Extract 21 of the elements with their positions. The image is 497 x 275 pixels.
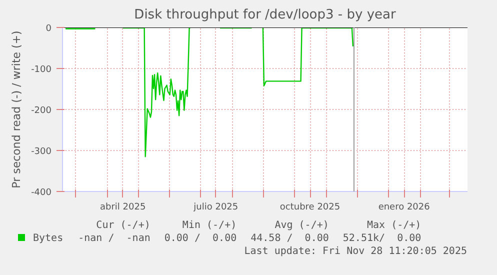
text: Max (-/+) [366, 220, 422, 232]
y-tick-label: -100 [31, 65, 52, 75]
y-axis-title: Pr second read (-) / write (+) [10, 30, 24, 188]
x-tick-label: julio 2025 [192, 202, 238, 212]
text: Min (-/+) [181, 220, 237, 232]
y-tick-label: -400 [31, 188, 52, 198]
text: Last update: Fri Nov 28 11:20:05 2025 [243, 246, 468, 258]
text: -nan / -nan [77, 232, 150, 246]
x-tick-label: octubre 2025 [280, 202, 340, 212]
y-tick-label: -200 [31, 106, 52, 116]
y-tick-label: -300 [31, 147, 52, 157]
text: 44.58 / 0.00 [250, 232, 329, 246]
legend-label: Bytes [32, 232, 64, 246]
x-tick-label: enero 2026 [378, 202, 430, 212]
text: Cur (-/+) [95, 220, 150, 232]
text: 0.00 / 0.00 [163, 232, 237, 246]
text: 52.51k/ 0.00 [342, 232, 422, 246]
chart-title: Disk throughput for /dev/loop3 - by year [134, 8, 396, 22]
y-tick-label: 0 [46, 24, 52, 34]
x-tick-label: abril 2025 [100, 202, 146, 212]
text: Avg (-/+) [274, 220, 329, 232]
